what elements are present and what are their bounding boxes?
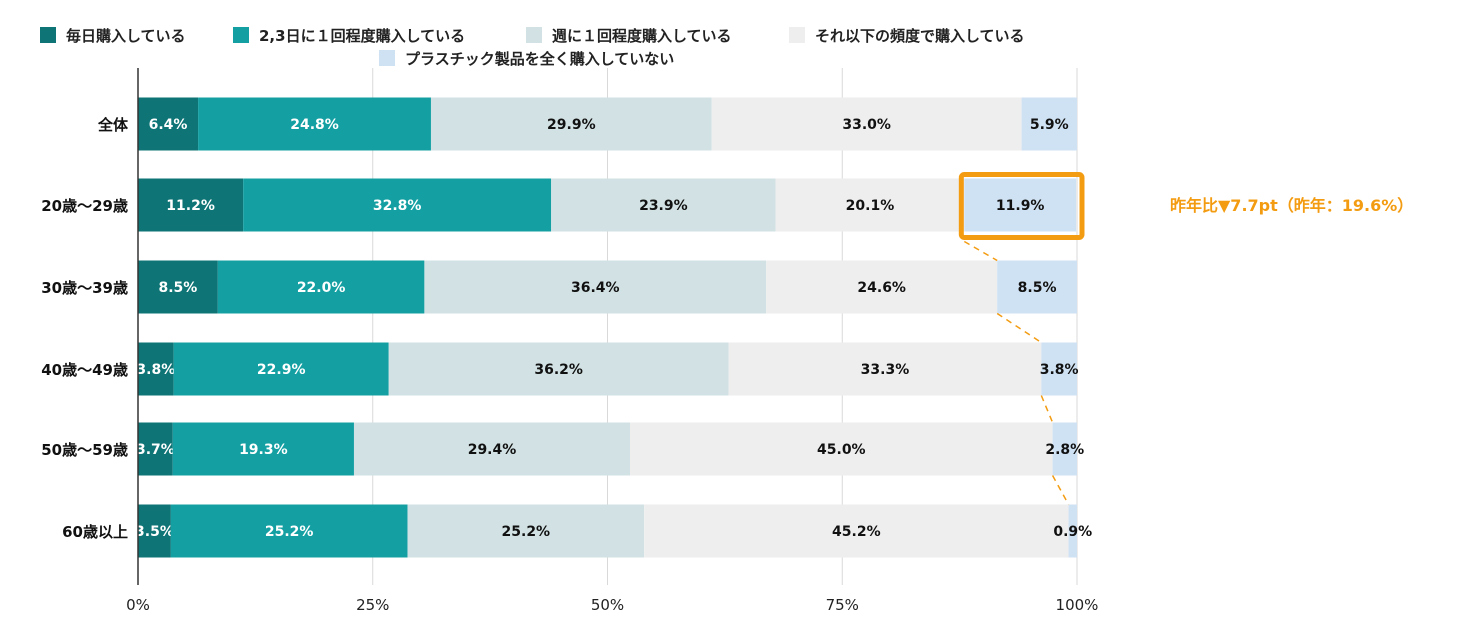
data-label: 6.4% [149,117,188,133]
data-label: 3.7% [136,442,175,458]
annotation-label: 昨年比▼7.7pt（昨年：19.6%） [1170,196,1413,215]
bar-segment [138,342,174,396]
trend-connector [996,312,1042,344]
data-label: 29.9% [547,117,596,133]
bar-segment [1021,97,1077,151]
data-label: 8.5% [158,280,197,296]
data-label: 45.2% [832,524,881,540]
legend-swatch [40,27,56,43]
bar-segment [198,97,431,151]
data-label: 0.9% [1053,524,1092,540]
bar-segment [964,178,1077,232]
bar-segment [407,504,645,558]
data-label: 25.2% [265,524,314,540]
trend-connector [1051,475,1070,505]
highlight-box [958,172,1085,240]
bar-segment [353,422,631,476]
data-label: 22.9% [257,362,306,378]
bar-segment [1052,422,1077,476]
bar-segment [775,178,965,232]
bar-segment [430,97,712,151]
x-tick-label: 0% [126,596,150,614]
bar-segment [388,342,729,396]
bar-segment [138,178,244,232]
data-label: 36.4% [571,280,620,296]
data-label: 36.2% [534,362,583,378]
data-label: 11.2% [166,198,215,214]
bar-segment [138,504,171,558]
bar-segment [243,178,552,232]
data-label: 24.8% [290,117,339,133]
legend-label: 週に１回程度購入している [552,27,732,45]
bar-segment [138,260,218,314]
data-label: 25.2% [502,524,551,540]
data-label: 19.3% [239,442,288,458]
bar-segment [630,422,1053,476]
bar-segment [424,260,767,314]
data-label: 3.5% [135,524,174,540]
data-label: 20.1% [846,198,895,214]
data-label: 22.0% [297,280,346,296]
trend-connector [1040,395,1054,423]
bar-segment [1068,504,1077,558]
data-label: 33.3% [861,362,910,378]
x-tick-label: 75% [826,596,859,614]
data-label: 3.8% [1040,362,1079,378]
bar-segment [766,260,998,314]
bar-segment [217,260,425,314]
data-label: 24.6% [857,280,906,296]
data-label: 32.8% [373,198,422,214]
bar-segment [1041,342,1077,396]
category-label: 40歳～49歳 [41,361,128,379]
legend-swatch [789,27,805,43]
bar-segment [172,422,354,476]
bar-segment [711,97,1022,151]
legend-label: 2,3日に１回程度購入している [259,27,465,45]
bar-segment [173,342,389,396]
legend-label: 毎日購入している [66,27,186,45]
legend-swatch [233,27,249,43]
bar-segment [997,260,1077,314]
bar-segment [170,504,408,558]
legend-label: プラスチック製品を全く購入していない [405,50,674,68]
legend-swatch [526,27,542,43]
x-tick-label: 100% [1056,596,1099,614]
category-label: 50歳～59歳 [41,441,128,459]
data-label: 2.8% [1045,442,1084,458]
bar-segment [728,342,1042,396]
bar-segment [644,504,1069,558]
category-label: 30歳～39歳 [41,279,128,297]
trend-connector [963,240,998,262]
category-label: 20歳～29歳 [41,197,128,215]
data-label: 3.8% [136,362,175,378]
data-label: 29.4% [468,442,517,458]
data-label: 33.0% [842,117,891,133]
x-tick-label: 50% [591,596,624,614]
bar-segment [138,422,173,476]
legend-swatch [379,50,395,66]
data-label: 23.9% [639,198,688,214]
data-label: 5.9% [1030,117,1069,133]
category-label: 全体 [97,116,129,134]
data-label: 11.9% [996,198,1045,214]
x-tick-label: 25% [356,596,389,614]
bar-segment [551,178,776,232]
data-label: 8.5% [1018,280,1057,296]
data-label: 45.0% [817,442,866,458]
legend-label: それ以下の頻度で購入している [815,27,1025,45]
category-label: 60歳以上 [62,523,128,541]
bar-segment [138,97,199,151]
